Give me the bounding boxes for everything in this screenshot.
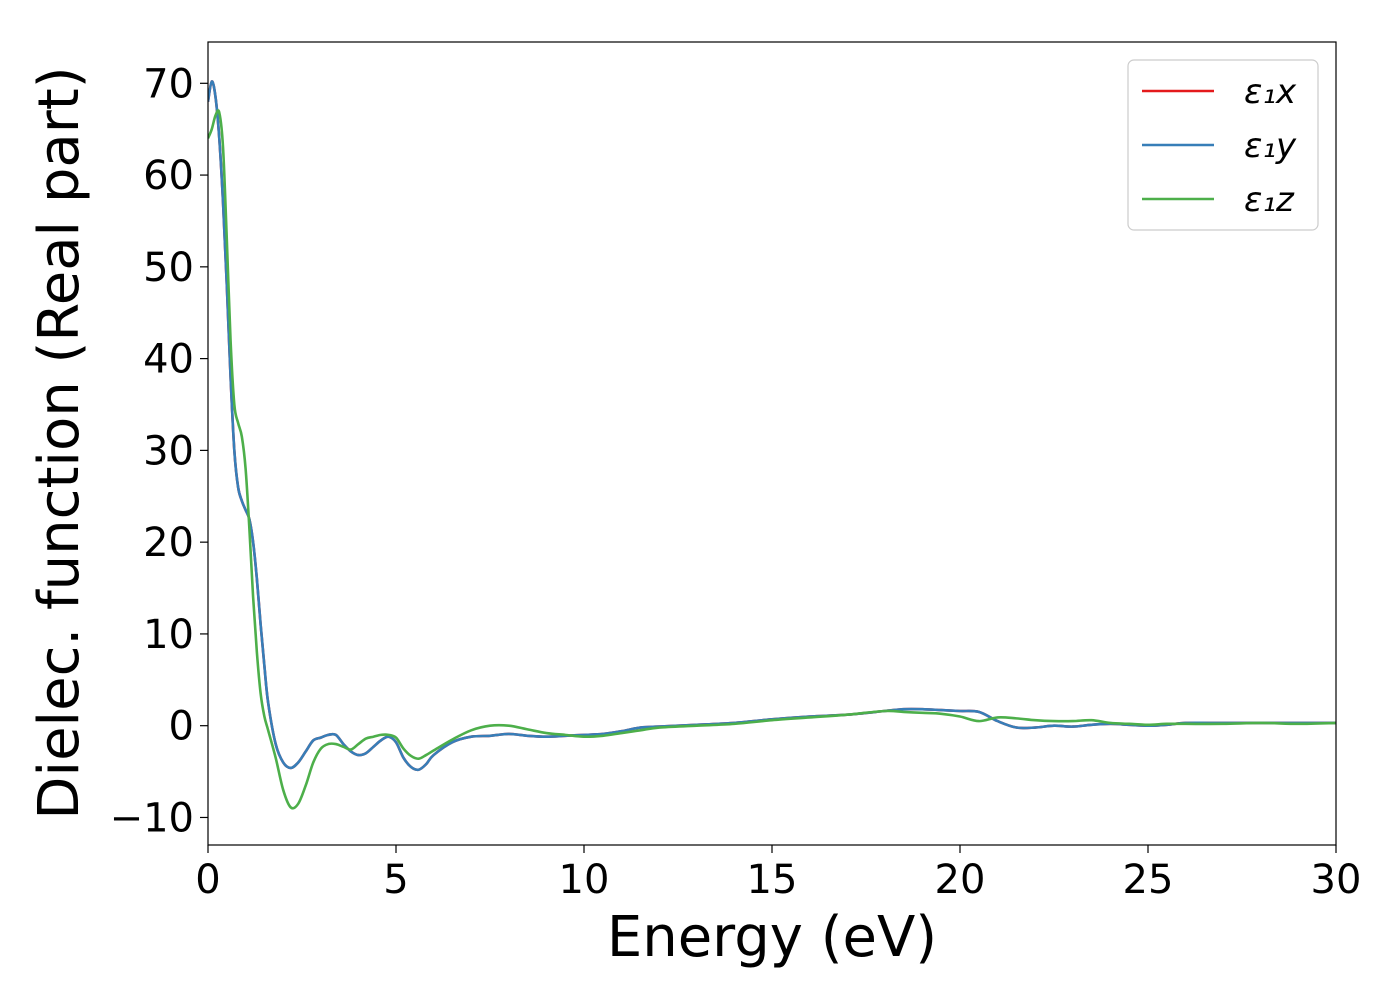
y-axis-ticks: −10 0 10 20 30 40 50 60 70 <box>110 61 208 841</box>
y-tick-label: −10 <box>110 795 194 841</box>
x-axis-ticks: 0 5 10 15 20 25 30 <box>195 845 1361 903</box>
y-tick-label: 50 <box>143 245 194 291</box>
y-axis-label: Dielec. function (Real part) <box>27 66 92 819</box>
y-tick-label: 60 <box>143 153 194 199</box>
y-tick-label: 20 <box>143 520 194 566</box>
x-tick-label: 0 <box>195 857 220 903</box>
y-tick-label: 40 <box>143 337 194 383</box>
x-tick-label: 5 <box>383 857 408 903</box>
legend-label-eps1x: ε₁x <box>1244 72 1297 112</box>
series-line-eps1z <box>208 109 1336 810</box>
legend-label-eps1y: ε₁y <box>1244 126 1297 166</box>
x-tick-label: 25 <box>1123 857 1174 903</box>
series-layer <box>208 80 1336 810</box>
x-tick-label: 30 <box>1311 857 1362 903</box>
y-tick-label: 30 <box>143 428 194 474</box>
y-tick-label: 10 <box>143 612 194 658</box>
y-tick-label: 70 <box>143 61 194 107</box>
legend: ε₁x ε₁y ε₁z <box>1127 59 1319 231</box>
legend-label-eps1z: ε₁z <box>1244 180 1295 220</box>
x-axis-label: Energy (eV) <box>607 905 937 970</box>
x-tick-label: 10 <box>559 857 610 903</box>
legend-box <box>1127 59 1319 231</box>
x-tick-label: 20 <box>935 857 986 903</box>
series-line-eps1y <box>208 80 1336 772</box>
y-tick-label: 0 <box>169 704 194 750</box>
x-tick-label: 15 <box>747 857 798 903</box>
